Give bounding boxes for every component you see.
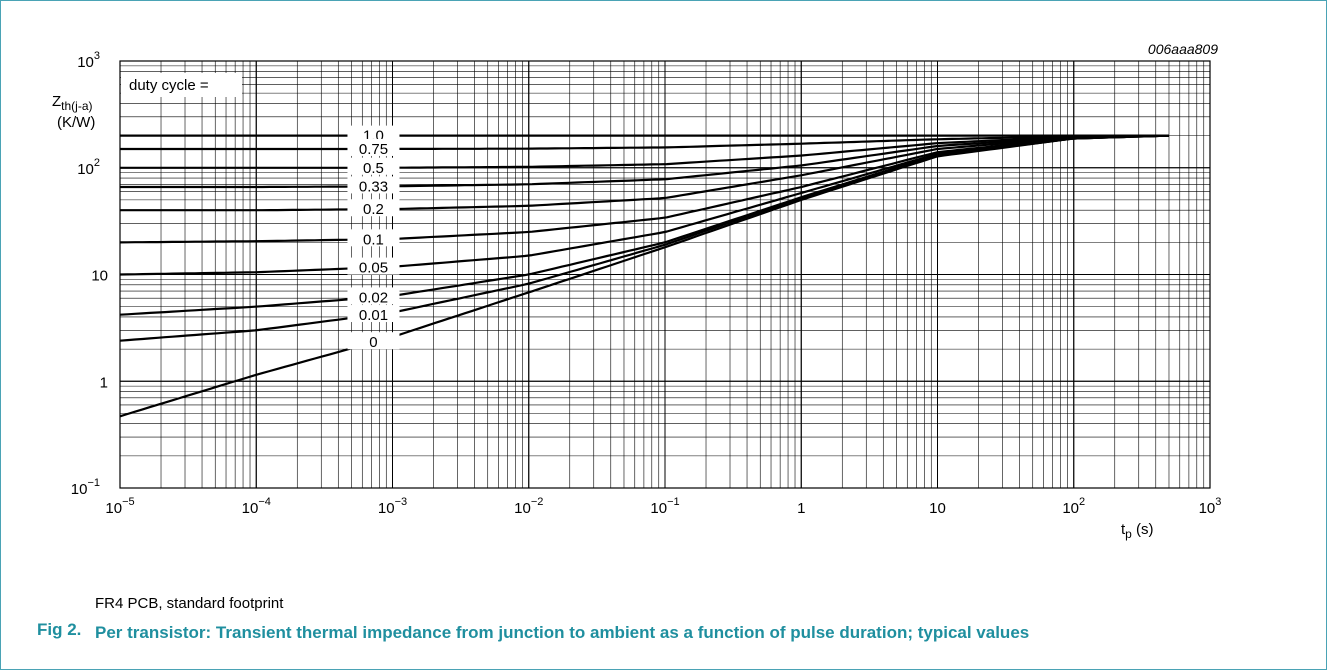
curve-label: 0.33: [359, 178, 388, 195]
curve-label: 0.5: [363, 160, 384, 177]
chart-footnote: FR4 PCB, standard footprint: [95, 595, 284, 612]
y-axis-label: Zth(j-a): [52, 93, 93, 113]
thermal-impedance-chart: 1.00.750.50.330.20.10.050.020.010 10−5 10…: [52, 41, 1221, 541]
chart-code: 006aaa809: [1148, 41, 1218, 57]
curve-duty-2: [120, 134, 1170, 169]
legend-title: duty cycle =: [129, 77, 209, 94]
y-axis-label-main: Z: [52, 93, 61, 110]
curve-duty-9: [119, 134, 1170, 418]
curve-duty-8: [119, 134, 1170, 342]
curve-label-background: [347, 125, 400, 143]
curve-duty-5: [119, 134, 1170, 244]
x-axis-label-sub: p: [1125, 527, 1132, 541]
x-tick-labels: 10−5 10−4 10−3 10−2 10−1 1 10 102 103: [105, 496, 1221, 517]
curve-label: 0.01: [359, 307, 388, 324]
x-axis-label-main: t: [1121, 521, 1126, 538]
curve-label-background: [347, 305, 400, 323]
curve-duty-3: [120, 134, 1170, 189]
x-axis-label-unit: (s): [1132, 521, 1154, 538]
x-tick-label: 10−2: [514, 496, 543, 517]
x-tick-label: 102: [1062, 496, 1085, 517]
x-tick-label: 1: [797, 500, 805, 517]
x-tick-label: 103: [1199, 496, 1222, 517]
curve-label: 0.2: [363, 201, 384, 218]
curve-label-background: [347, 157, 400, 175]
curve-label-background: [347, 257, 400, 275]
figure-number: Fig 2.: [37, 620, 82, 639]
x-tick-label: 10−4: [242, 496, 271, 517]
curve-label: 0.1: [363, 231, 384, 248]
y-tick-label: 10: [91, 268, 108, 285]
x-tick-label: 10: [929, 500, 946, 517]
y-tick-label: 103: [77, 50, 100, 71]
curve-label-background: [347, 199, 400, 217]
x-tick-label: 10−3: [378, 496, 407, 517]
y-tick-label: 10−1: [71, 477, 100, 498]
y-axis-label-sub: th(j-a): [61, 99, 92, 113]
curve-label-background: [347, 176, 400, 194]
curve-label-background: [347, 332, 400, 350]
x-tick-label: 10−5: [105, 496, 134, 517]
curve-duty-1: [120, 134, 1170, 151]
y-axis-unit: (K/W): [57, 114, 95, 131]
curve-label: 0: [369, 334, 377, 351]
y-tick-labels: 10−1 1 10 102 103: [71, 50, 108, 498]
x-axis-label: tp (s): [1121, 521, 1154, 541]
curve-label: 0.02: [359, 289, 388, 306]
curve-label-background: [347, 287, 400, 305]
figure-title: Per transistor: Transient thermal impeda…: [95, 623, 1030, 642]
legend-title-background: [121, 73, 242, 97]
curve-label: 0.05: [359, 260, 388, 277]
y-tick-label: 1: [100, 374, 108, 391]
curve-label-background: [347, 138, 400, 156]
curve-labels: 1.00.750.50.330.20.10.050.020.010: [347, 125, 400, 351]
curve-label-background: [347, 229, 400, 247]
curve-duty-7: [119, 134, 1170, 316]
curve-duty-4: [120, 134, 1170, 212]
curve-label: 0.75: [359, 141, 388, 158]
curves: [119, 134, 1170, 418]
x-tick-label: 10−1: [650, 496, 679, 517]
grid-lines: [119, 60, 1211, 489]
y-tick-label: 102: [77, 157, 100, 178]
